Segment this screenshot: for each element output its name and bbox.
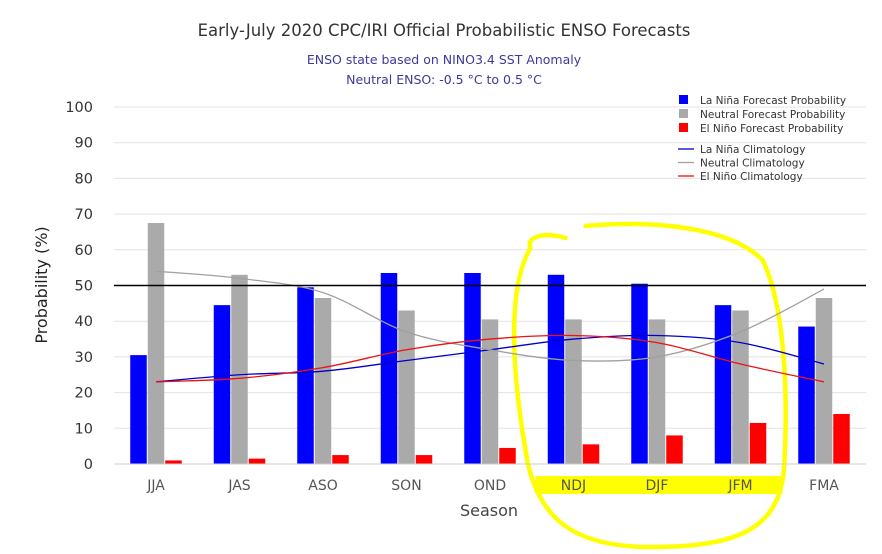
x-tick-label-jfm: JFM (727, 478, 752, 494)
bar-neutral-forecast-probability-ond (481, 319, 499, 464)
y-tick-label: 0 (84, 457, 93, 473)
bar-neutral-forecast-probability-jja (147, 223, 165, 464)
bar-neutral-forecast-probability-jas (231, 274, 248, 464)
x-tick-label-fma: FMA (809, 478, 839, 494)
bar-el-nino-forecast-probability-ndj (582, 444, 600, 464)
y-tick-label: 10 (75, 421, 93, 437)
chart-title: Early-July 2020 CPC/IRI Official Probabi… (198, 21, 691, 40)
bar-el-nino-forecast-probability-son (415, 455, 433, 464)
bar-el-nino-forecast-probability-aso (332, 455, 349, 464)
line-neutral-climatology (155, 270, 825, 362)
legend-swatch-el-nino-forecast-probability (679, 123, 688, 132)
legend-label-la-nina-forecast-probability: La Niña Forecast Probability (700, 95, 846, 107)
legend-label-el-nino-climatology: El Niño Climatology (700, 171, 803, 183)
x-tick-label-ndj: NDJ (561, 478, 586, 494)
y-tick-label: 100 (65, 100, 93, 116)
bar-neutral-forecast-probability-fma (815, 297, 833, 464)
y-axis-title: Probability (%) (32, 226, 51, 343)
legend-swatch-la-nina-forecast-probability (679, 95, 688, 104)
legend-label-neutral-climatology: Neutral Climatology (700, 158, 805, 170)
bar-el-nino-forecast-probability-fma (833, 414, 850, 464)
bar-la-nina-forecast-probability-djf (631, 283, 648, 464)
y-tick-label: 60 (75, 243, 93, 259)
x-tick-label-djf: DJF (646, 478, 669, 494)
y-tick-label: 30 (75, 350, 93, 366)
chart-subtitle-line-1: ENSO state based on NINO3.4 SST Anomaly (307, 52, 582, 67)
highlight-circle-annotation (511, 221, 788, 550)
legend-label-la-nina-climatology: La Niña Climatology (700, 144, 805, 156)
x-tick-label-son: SON (391, 478, 421, 494)
bar-la-nina-forecast-probability-jfm (714, 305, 732, 464)
legend-swatch-neutral-forecast-probability (679, 109, 688, 118)
x-tick-label-jja: JJA (146, 478, 165, 494)
bar-la-nina-forecast-probability-ond (464, 273, 481, 464)
x-tick-label-aso: ASO (308, 478, 337, 494)
bar-el-nino-forecast-probability-djf (666, 435, 683, 464)
y-tick-label: 40 (75, 314, 93, 330)
season-highlight-band (535, 476, 783, 494)
bar-la-nina-forecast-probability-son (380, 273, 398, 464)
chart-subtitle-line-2: Neutral ENSO: -0.5 °C to 0.5 °C (346, 72, 542, 87)
bar-neutral-forecast-probability-ndj (565, 319, 582, 464)
y-tick-label: 80 (75, 171, 93, 187)
bar-el-nino-forecast-probability-jas (248, 458, 266, 464)
bar-la-nina-forecast-probability-jja (130, 355, 147, 464)
legend-label-neutral-forecast-probability: Neutral Forecast Probability (700, 109, 845, 121)
y-tick-label: 90 (75, 136, 93, 152)
y-tick-label: 20 (75, 386, 93, 402)
y-tick-label: 70 (75, 207, 93, 223)
bar-la-nina-forecast-probability-jas (213, 305, 231, 464)
x-tick-label-ond: OND (474, 478, 506, 494)
line-el-nino-climatology (155, 334, 825, 383)
y-tick-label: 50 (75, 279, 93, 295)
bar-la-nina-forecast-probability-ndj (547, 274, 565, 464)
bar-el-nino-forecast-probability-ond (499, 447, 516, 464)
bar-neutral-forecast-probability-aso (314, 297, 332, 464)
bar-el-nino-forecast-probability-jja (165, 460, 182, 464)
bar-la-nina-forecast-probability-aso (297, 287, 314, 464)
x-axis-title: Season (460, 501, 518, 520)
legend-label-el-nino-forecast-probability: El Niño Forecast Probability (700, 123, 843, 135)
bar-la-nina-forecast-probability-fma (798, 326, 815, 464)
x-tick-label-jas: JAS (227, 478, 250, 494)
bar-neutral-forecast-probability-jfm (732, 310, 749, 464)
bar-el-nino-forecast-probability-jfm (749, 422, 767, 464)
